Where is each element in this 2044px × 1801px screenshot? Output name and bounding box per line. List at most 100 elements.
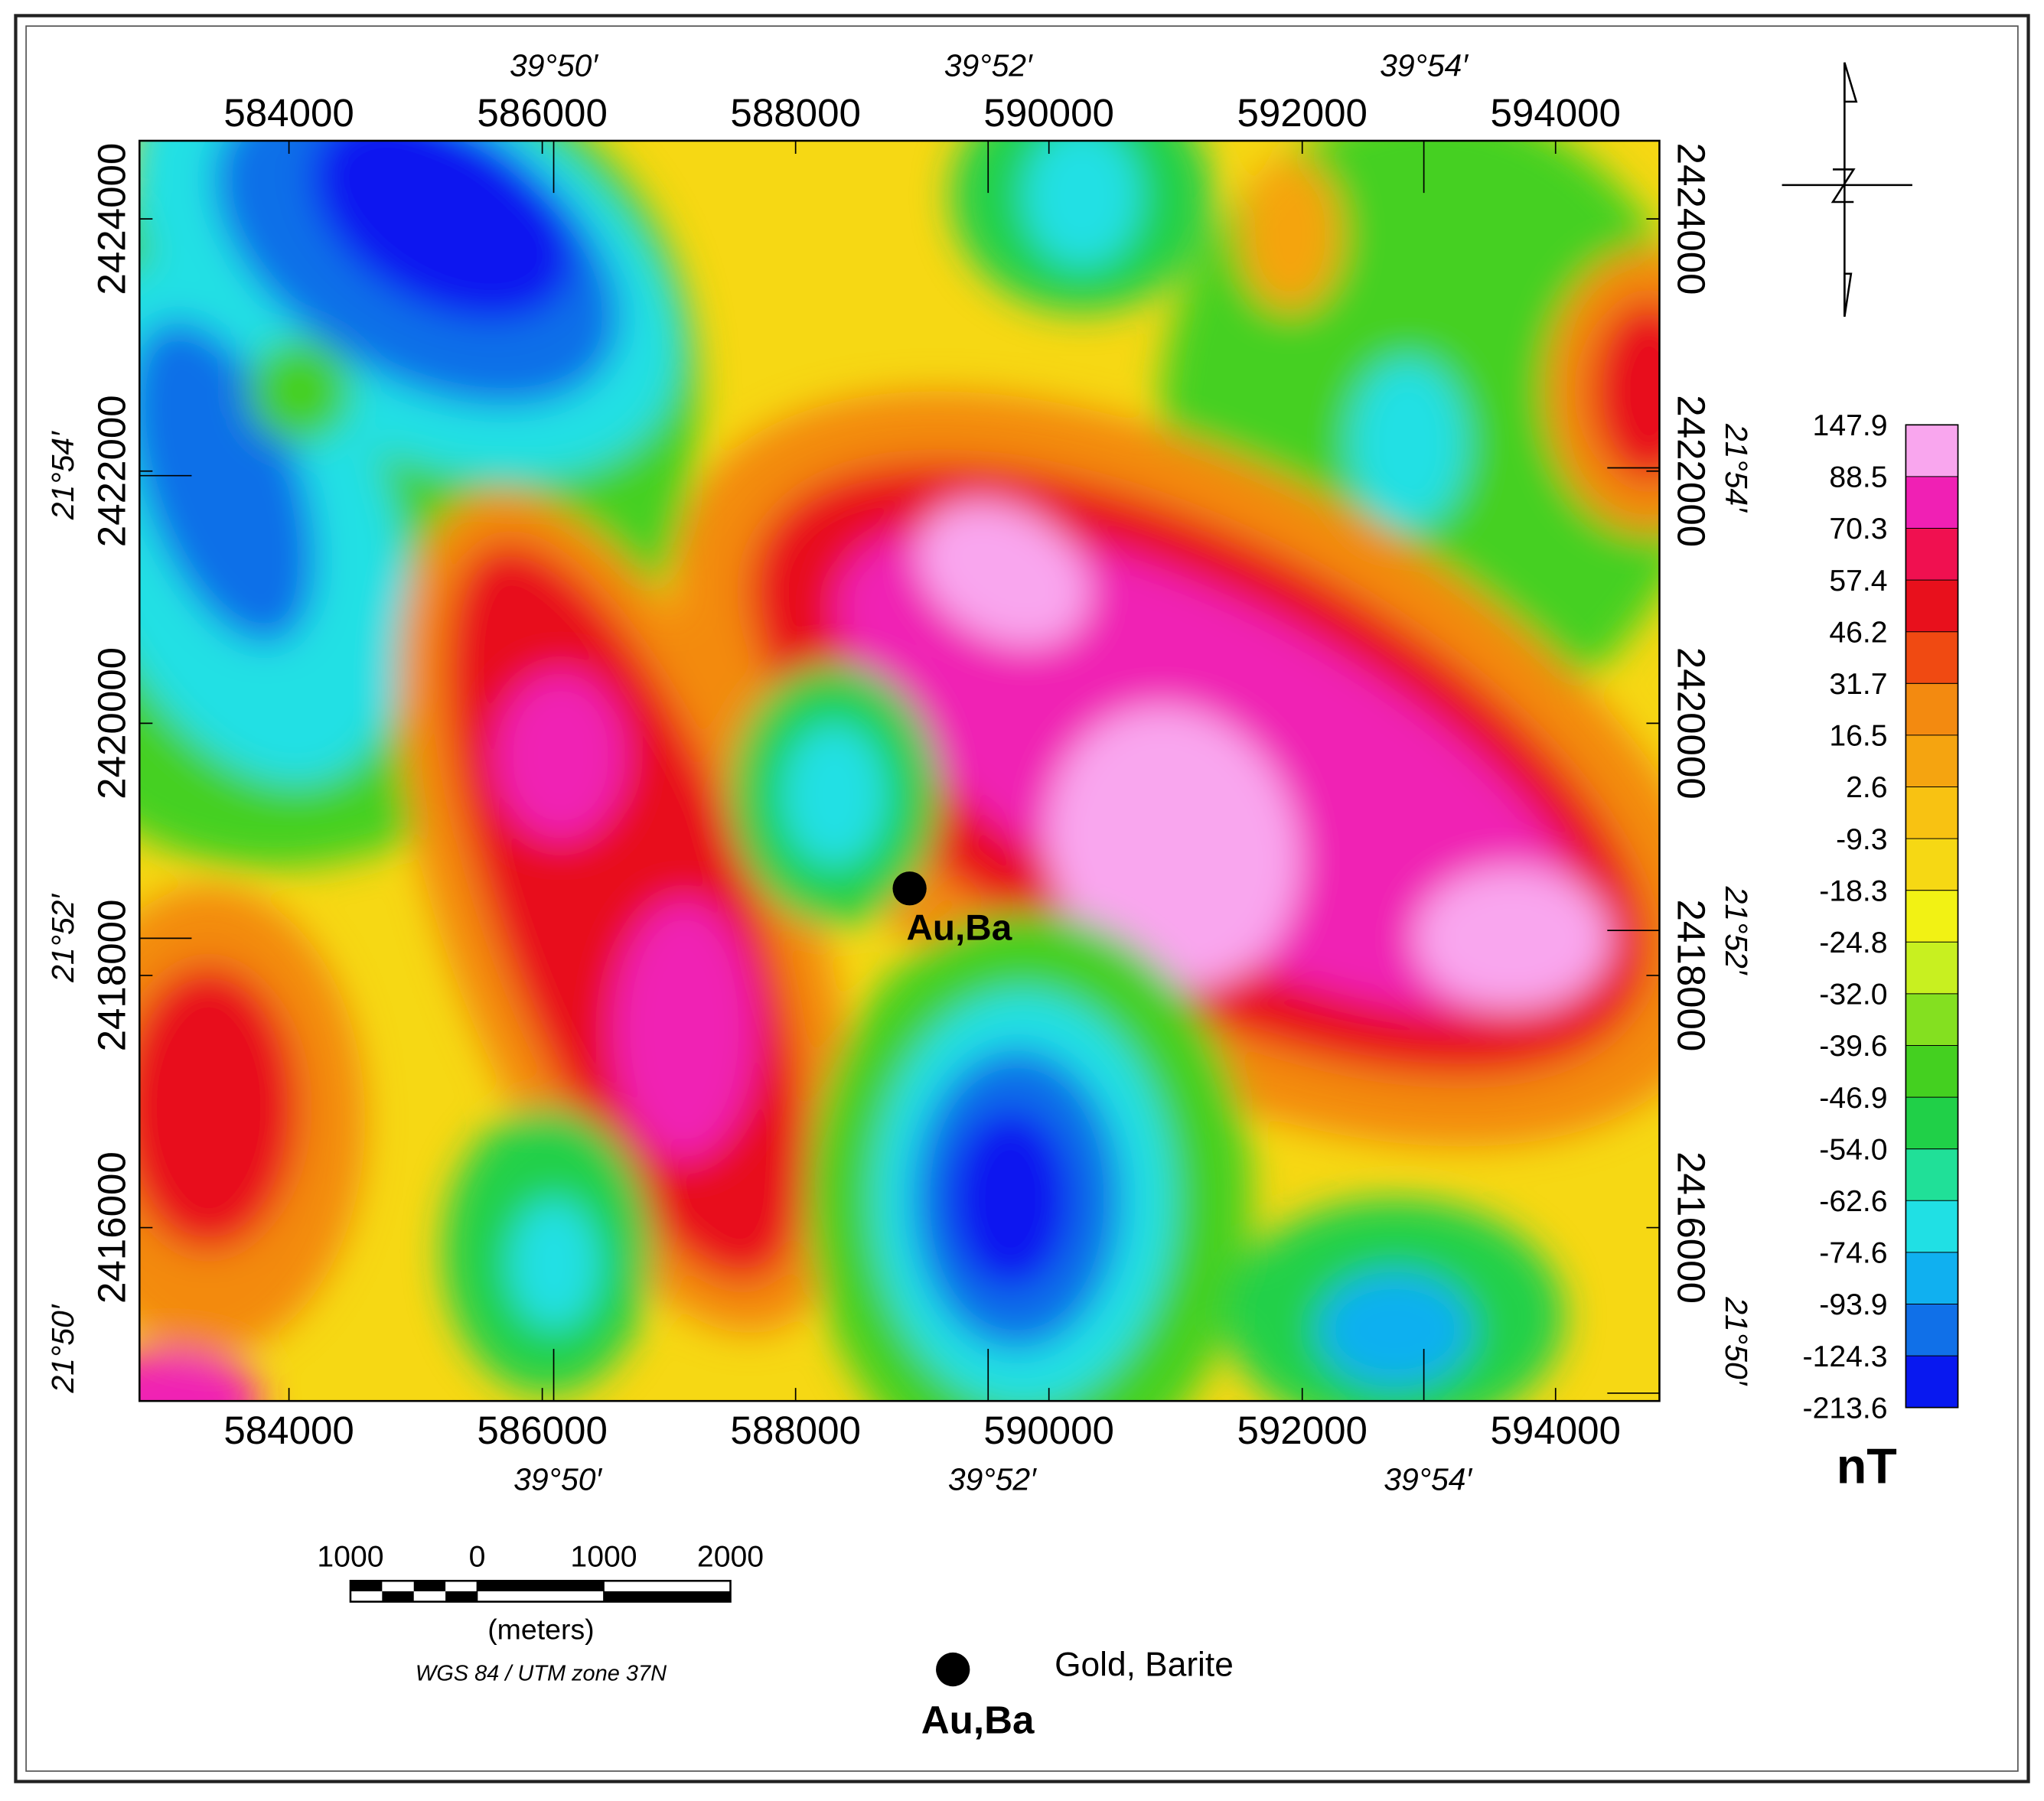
field xyxy=(947,1107,1073,1291)
x-tick-label: 584000 xyxy=(223,1409,354,1452)
colorbar-class xyxy=(1905,1148,1958,1202)
colorbar-class xyxy=(1905,890,1958,943)
scale-bar-label: 2000 xyxy=(697,1541,764,1574)
lon-label: 39°50′ xyxy=(513,1462,602,1497)
field xyxy=(1316,1270,1473,1389)
map-frame xyxy=(139,139,1661,1402)
lon-label: 39°52′ xyxy=(948,1462,1037,1497)
field xyxy=(1414,866,1610,1011)
legend-text: Gold, Barite xyxy=(1055,1646,1234,1683)
colorbar-class xyxy=(1905,993,1958,1047)
lon-label: 39°54′ xyxy=(1380,47,1469,83)
colorbar-label: -54.0 xyxy=(1819,1133,1887,1166)
colorbar-label: 70.3 xyxy=(1829,513,1887,546)
y-tick-label: 2422000 xyxy=(1669,395,1713,547)
x-tick-label: 588000 xyxy=(730,91,860,135)
colorbar-class xyxy=(1905,787,1958,839)
lat-label: 21°54′ xyxy=(1719,423,1754,513)
occurrence-point xyxy=(892,871,927,906)
anomaly-map xyxy=(139,140,1660,1402)
x-tick-label: 588000 xyxy=(730,1409,860,1452)
field xyxy=(311,140,576,322)
y-tick-label: 2416000 xyxy=(1669,1151,1713,1304)
y-tick-label: 2416000 xyxy=(90,1151,133,1304)
field xyxy=(1590,299,1660,483)
colorbar-label: -9.3 xyxy=(1836,823,1887,856)
colorbar-class xyxy=(1905,1356,1958,1409)
lat-label: 21°50′ xyxy=(45,1304,80,1393)
colorbar-label: -24.8 xyxy=(1819,927,1887,959)
field xyxy=(612,899,757,1161)
y-tick-label: 2420000 xyxy=(1669,647,1713,800)
x-tick-label: 586000 xyxy=(477,1409,608,1452)
colorbar-label: 16.5 xyxy=(1829,720,1887,753)
lon-label: 39°50′ xyxy=(510,47,598,83)
x-tick-label: 584000 xyxy=(223,91,354,135)
projection: WGS 84 / UTM zone 37N xyxy=(416,1662,667,1686)
colorbar-class xyxy=(1905,1252,1958,1305)
field xyxy=(782,723,887,867)
colorbar-label: 46.2 xyxy=(1829,616,1887,649)
colorbar-label: 147.9 xyxy=(1813,409,1888,442)
scale-bar-label: 0 xyxy=(469,1541,486,1574)
field-shapes xyxy=(139,140,1660,1402)
scale-bar-unit: (meters) xyxy=(487,1614,594,1646)
field xyxy=(139,964,300,1252)
field xyxy=(139,1349,261,1402)
field xyxy=(1349,358,1467,528)
scale-bar-segment xyxy=(603,1591,731,1602)
field xyxy=(508,1199,600,1330)
y-tick-label: 2424000 xyxy=(1669,143,1713,295)
y-tick-label: 2420000 xyxy=(90,647,133,800)
colorbar-label: -124.3 xyxy=(1803,1340,1888,1373)
field xyxy=(918,500,1090,646)
field xyxy=(495,671,626,841)
y-tick-label: 2424000 xyxy=(90,143,133,295)
colorbar-label: 31.7 xyxy=(1829,668,1887,701)
colorbar-label: -74.6 xyxy=(1819,1237,1887,1270)
colorbar-class xyxy=(1905,1200,1958,1253)
colorbar-label: -32.0 xyxy=(1819,979,1887,1011)
x-tick-label: 590000 xyxy=(983,1409,1114,1452)
colorbar-label: -39.6 xyxy=(1819,1030,1887,1063)
colorbar-label: -62.6 xyxy=(1819,1185,1887,1218)
occurrence-label: Au,Ba xyxy=(906,907,1012,948)
field xyxy=(1238,156,1343,313)
scale-bar-segment xyxy=(382,1591,414,1602)
field xyxy=(247,338,352,444)
north-arrow-tail xyxy=(1844,272,1853,318)
colorbar-class xyxy=(1905,1097,1958,1150)
x-tick-label: 594000 xyxy=(1490,1409,1621,1452)
x-tick-label: 594000 xyxy=(1490,91,1621,135)
north-arrow-n xyxy=(1830,168,1856,204)
colorbar-label: 2.6 xyxy=(1846,771,1887,804)
colorbar-class xyxy=(1905,1304,1958,1356)
colorbar-label: -46.9 xyxy=(1819,1082,1887,1115)
scale-bar-segment xyxy=(413,1581,446,1591)
lon-label: 39°52′ xyxy=(944,47,1033,83)
north-arrow-head xyxy=(1844,62,1858,103)
colorbar-label: 57.4 xyxy=(1829,565,1887,598)
scale-bar-segment xyxy=(477,1581,604,1591)
colorbar-unit: nT xyxy=(1837,1438,1897,1494)
x-tick-label: 592000 xyxy=(1237,1409,1368,1452)
colorbar-label: -18.3 xyxy=(1819,874,1887,907)
colorbar-label: -213.6 xyxy=(1803,1392,1888,1425)
y-tick-label: 2418000 xyxy=(1669,899,1713,1051)
colorbar-class xyxy=(1905,580,1958,633)
legend-symbol xyxy=(936,1652,970,1687)
inner-frame xyxy=(25,25,2019,1772)
colorbar-class xyxy=(1905,476,1958,529)
colorbar-class xyxy=(1905,683,1958,736)
north-arrow xyxy=(1782,62,1912,318)
lat-label: 21°52′ xyxy=(1719,886,1754,975)
colorbar-label: -93.9 xyxy=(1819,1288,1887,1321)
x-tick-label: 586000 xyxy=(477,91,608,135)
y-tick-label: 2418000 xyxy=(90,899,133,1051)
outer-frame xyxy=(14,14,2030,1783)
colorbar-label: 88.5 xyxy=(1829,461,1887,494)
y-tick-label: 2422000 xyxy=(90,395,133,547)
lat-label: 21°50′ xyxy=(1719,1296,1754,1386)
colorbar-class xyxy=(1905,839,1958,891)
